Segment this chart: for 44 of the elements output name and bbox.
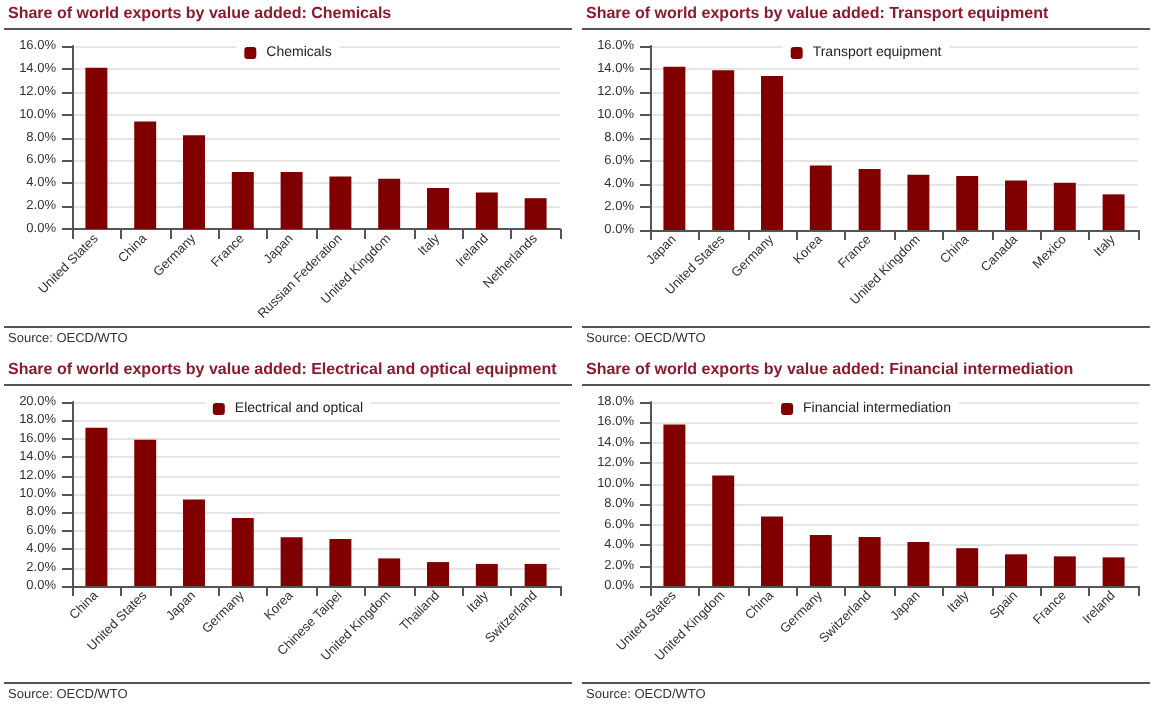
- chart-title: Share of world exports by value added: Electrical and optical equipment: [4, 358, 572, 386]
- bar: [1005, 554, 1027, 586]
- bar: [329, 176, 352, 230]
- bar: [427, 187, 449, 230]
- bar: [761, 75, 783, 230]
- bar: [183, 499, 205, 586]
- bar: [712, 475, 735, 586]
- bar: [280, 537, 303, 586]
- bar: [378, 558, 401, 586]
- bar: [524, 563, 547, 586]
- chart-title: Share of world exports by value added: Chemicals: [4, 2, 572, 30]
- bar: [1005, 180, 1027, 230]
- bar: [907, 542, 930, 586]
- bar: [427, 562, 449, 586]
- bar: [231, 171, 254, 230]
- bar: [183, 135, 205, 230]
- chart-title: Share of world exports by value added: Financial intermediation: [582, 358, 1150, 386]
- bar: [663, 66, 686, 230]
- bar: [378, 178, 401, 230]
- bar: [809, 534, 832, 586]
- bar: [280, 171, 303, 230]
- bar: [1053, 556, 1076, 586]
- bar: [1102, 557, 1125, 586]
- bar: [663, 424, 686, 586]
- bar: [956, 175, 979, 230]
- bar: [1102, 194, 1125, 230]
- bar: [134, 439, 157, 586]
- bar: [1053, 182, 1076, 230]
- bar: [524, 198, 547, 230]
- bar: [475, 192, 498, 230]
- chart-title: Share of world exports by value added: Transport equipment: [582, 2, 1150, 30]
- bar: [85, 67, 108, 230]
- bar: [712, 70, 735, 230]
- bar: [761, 516, 783, 586]
- bar: [475, 563, 498, 586]
- bar: [85, 427, 108, 586]
- bar: [329, 539, 352, 586]
- bar: [956, 548, 979, 586]
- bar: [231, 517, 254, 586]
- bar: [858, 536, 881, 586]
- bar: [858, 169, 881, 230]
- bar: [134, 121, 157, 230]
- bar: [809, 165, 832, 230]
- bar: [907, 174, 930, 230]
